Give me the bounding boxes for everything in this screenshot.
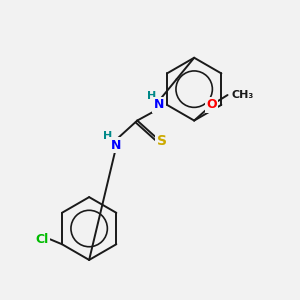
Text: S: S	[157, 134, 167, 148]
Text: H: H	[103, 131, 112, 141]
Text: N: N	[154, 98, 164, 111]
Text: N: N	[110, 139, 121, 152]
Text: H: H	[147, 91, 157, 101]
Text: CH₃: CH₃	[232, 90, 254, 100]
Text: O: O	[206, 98, 217, 111]
Text: Cl: Cl	[36, 233, 49, 246]
